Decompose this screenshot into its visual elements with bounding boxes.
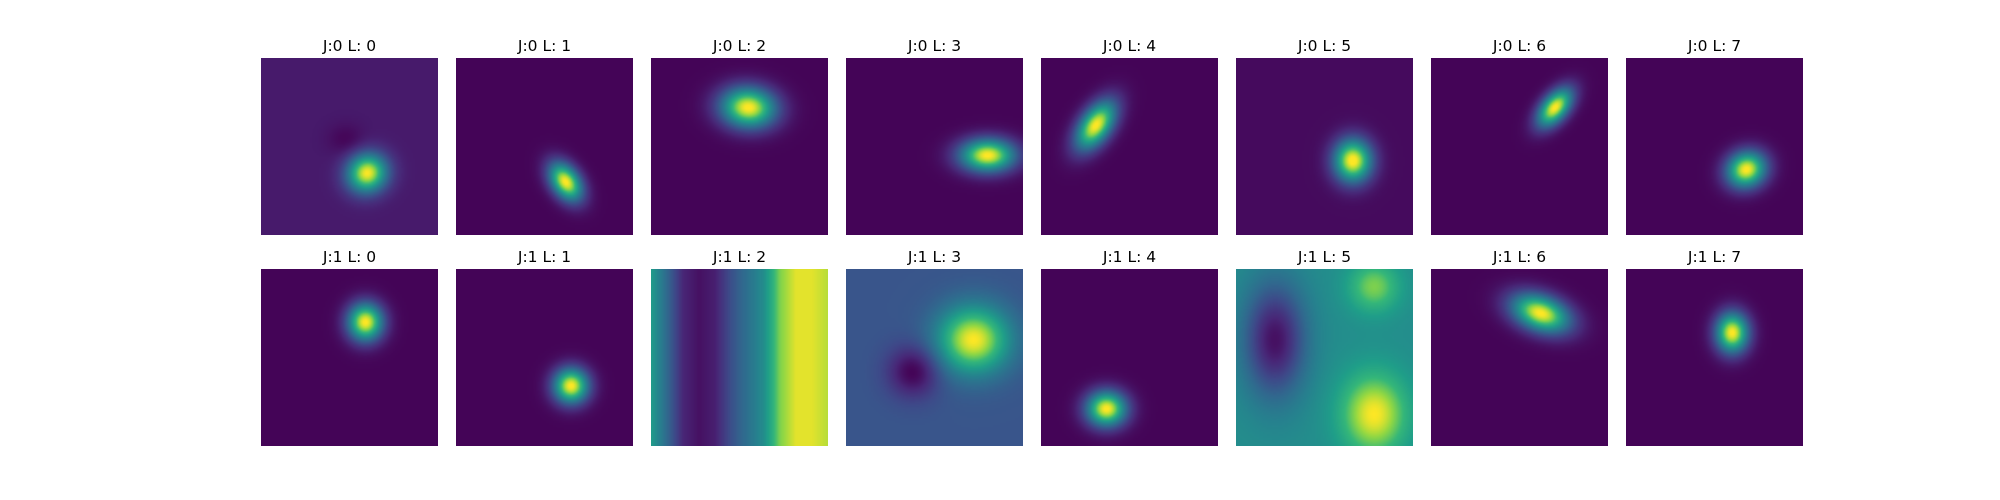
panel-title: J:1 L: 3 [907,248,962,266]
heatmap-image [1626,58,1803,235]
panel-title: J:0 L: 1 [517,37,572,55]
heatmap-image [1041,269,1218,446]
filter-panel: J:0 L: 6 [1431,36,1608,235]
panel-title: J:1 L: 5 [1297,248,1352,266]
heatmap-image [651,58,828,235]
panel-title: J:0 L: 0 [322,37,377,55]
heatmap-image [1236,269,1413,446]
filter-panel: J:1 L: 3 [846,247,1023,446]
filter-panel: J:1 L: 6 [1431,247,1608,446]
heatmap-image [456,58,633,235]
filter-panel: J:1 L: 2 [651,247,828,446]
filter-panel: J:0 L: 0 [261,36,438,235]
filter-panel: J:1 L: 5 [1236,247,1413,446]
filter-panel: J:1 L: 4 [1041,247,1218,446]
filter-panel: J:0 L: 1 [456,36,633,235]
heatmap-image [651,269,828,446]
panel-title: J:1 L: 0 [322,248,377,266]
panel-title: J:0 L: 4 [1102,37,1157,55]
panel-title: J:0 L: 2 [712,37,767,55]
panel-title: J:1 L: 6 [1492,248,1547,266]
filter-panel: J:0 L: 7 [1626,36,1803,235]
heatmap-image [261,58,438,235]
panel-title: J:1 L: 4 [1102,248,1157,266]
heatmap-image [456,269,633,446]
heatmap-image [846,58,1023,235]
filter-panel: J:0 L: 4 [1041,36,1218,235]
panel-title: J:0 L: 3 [907,37,962,55]
panel-title: J:1 L: 7 [1687,248,1742,266]
panel-title: J:0 L: 5 [1297,37,1352,55]
heatmap-image [1431,269,1608,446]
heatmap-image [1626,269,1803,446]
panel-title: J:1 L: 1 [517,248,572,266]
heatmap-image [1236,58,1413,235]
panel-title: J:1 L: 2 [712,248,767,266]
filter-panel: J:0 L: 5 [1236,36,1413,235]
filter-panel: J:1 L: 1 [456,247,633,446]
filter-panel: J:1 L: 0 [261,247,438,446]
heatmap-image [846,269,1023,446]
heatmap-image [1041,58,1218,235]
heatmap-image [1431,58,1608,235]
filter-panel: J:0 L: 2 [651,36,828,235]
heatmap-image [261,269,438,446]
filter-panel: J:0 L: 3 [846,36,1023,235]
filter-panel: J:1 L: 7 [1626,247,1803,446]
panel-title: J:0 L: 7 [1687,37,1742,55]
panel-title: J:0 L: 6 [1492,37,1547,55]
